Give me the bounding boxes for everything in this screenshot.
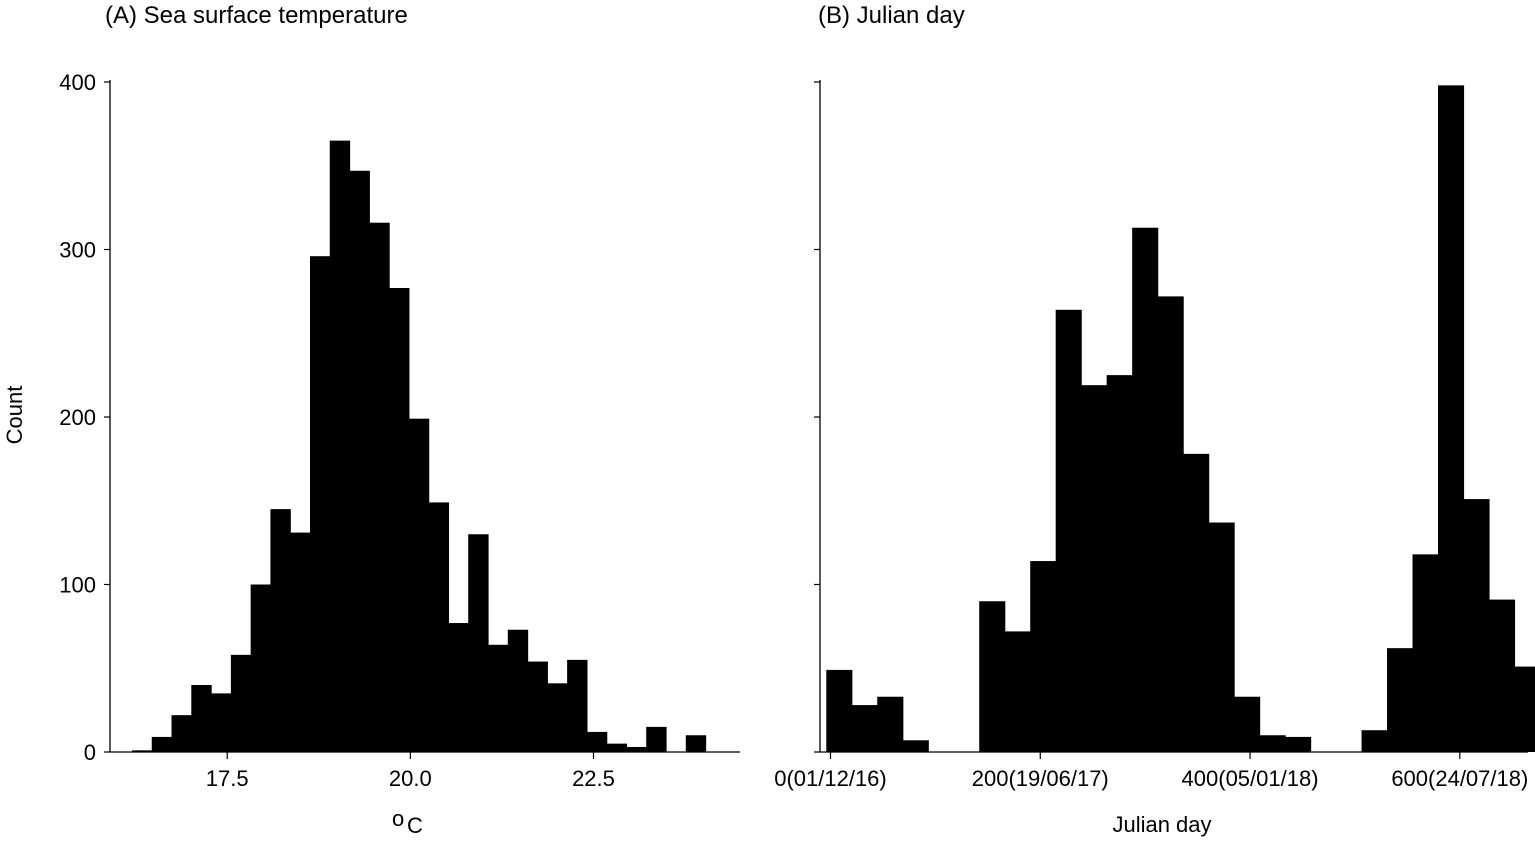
panel-b-bar <box>1463 499 1490 752</box>
panel-b-bar <box>851 705 878 752</box>
panel-a-y-tick-label: 400 <box>59 70 96 95</box>
panel-b-title: (B) Julian day <box>818 2 965 29</box>
panel-b-bar <box>1183 453 1210 752</box>
panel-b-bar <box>1438 85 1465 753</box>
panel-a-bars <box>131 140 707 753</box>
panel-a-bar <box>626 746 647 752</box>
panel-a-bar <box>250 584 272 752</box>
panel-b-x-axis-label: Julian day <box>1112 812 1211 837</box>
panel-a-bar <box>448 623 469 752</box>
panel-a-bar <box>270 509 291 753</box>
panel-b-x-tick-label: 400(05/01/18) <box>1182 766 1319 791</box>
panel-b-bar <box>1030 561 1057 752</box>
panel-b: (B) Julian day Julian day 0(01/12/16) 200… <box>774 2 1535 837</box>
panel-a-bar <box>329 140 351 753</box>
panel-a-bar <box>151 736 173 752</box>
panel-a-axes: 0 100 200 300 400 17.5 20.0 22.5 <box>59 70 740 791</box>
panel-b-bar <box>1081 385 1108 752</box>
panel-a-bar <box>389 288 410 752</box>
panel-a-bar <box>685 735 707 752</box>
panel-a-bar <box>527 661 548 752</box>
panel-a-bar <box>191 685 212 752</box>
panel-b-bar <box>902 740 929 752</box>
panel-b-bar <box>1055 309 1082 752</box>
y-axis-label: Count <box>2 386 27 445</box>
panel-a-bar <box>369 222 390 752</box>
panel-a-x-axis-label-main: o <box>392 806 404 831</box>
panel-b-bar <box>1285 736 1312 752</box>
panel-a-y-tick-label: 200 <box>59 405 96 430</box>
panel-a-bar <box>290 532 311 752</box>
panel-a-x-tick-label: 17.5 <box>206 766 249 791</box>
panel-b-bar <box>877 696 904 752</box>
panel-a-bar <box>468 534 489 752</box>
panel-a-x-tick-label: 22.5 <box>572 766 615 791</box>
panel-a-bar <box>230 654 252 752</box>
panel-a-bar <box>408 418 430 752</box>
panel-a-bar <box>171 715 192 752</box>
panel-b-bar <box>1361 730 1388 752</box>
panel-a-bar <box>547 683 568 752</box>
panel-a-x-axis-label-sub: C <box>407 813 423 838</box>
panel-a-x-tick-label: 20.0 <box>389 766 432 791</box>
panel-a-bar <box>646 726 667 753</box>
panel-a-bar <box>131 750 153 752</box>
panel-b-bar <box>1234 696 1261 752</box>
panel-b-bar <box>826 669 853 752</box>
panel-b-bar <box>1004 631 1031 752</box>
panel-a-bar <box>488 644 509 752</box>
panel-a-bar <box>211 693 232 753</box>
panel-b-bar <box>1132 227 1159 753</box>
panel-a-bar <box>567 659 588 753</box>
panel-b-bar <box>1106 375 1133 753</box>
panel-b-x-tick-label: 600(24/07/18) <box>1391 766 1528 791</box>
panel-a-bar <box>507 629 529 752</box>
panel-b-x-tick-label: 0(01/12/16) <box>774 766 887 791</box>
panel-b-bar <box>1208 522 1235 752</box>
panel-a-y-tick-label: 100 <box>59 573 96 598</box>
panel-a-bar <box>309 256 331 752</box>
panel-a-bar <box>606 743 628 753</box>
panel-a: (A) Sea surface temperature Count o C 0 1… <box>2 2 740 838</box>
panel-a-title: (A) Sea surface temperature <box>105 2 408 29</box>
panel-a-bar <box>349 170 370 752</box>
panel-b-bar <box>1412 554 1439 752</box>
panel-b-axes: 0(01/12/16) 200(19/06/17) 400(05/01/18) 600… <box>774 80 1528 791</box>
panel-a-bar <box>428 502 450 752</box>
panel-a-y-tick-label: 0 <box>84 740 96 765</box>
panel-b-bar <box>1488 599 1516 752</box>
panel-a-y-tick-label: 300 <box>59 238 96 263</box>
panel-b-bar <box>979 601 1006 752</box>
panel-b-bar <box>1157 296 1184 752</box>
panel-b-bar <box>1259 735 1286 752</box>
panel-b-bar <box>1514 666 1535 752</box>
panel-a-bar <box>586 731 608 752</box>
panel-b-bar <box>1387 648 1414 752</box>
panel-b-bars <box>826 85 1535 753</box>
panel-b-x-tick-label: 200(19/06/17) <box>972 766 1109 791</box>
